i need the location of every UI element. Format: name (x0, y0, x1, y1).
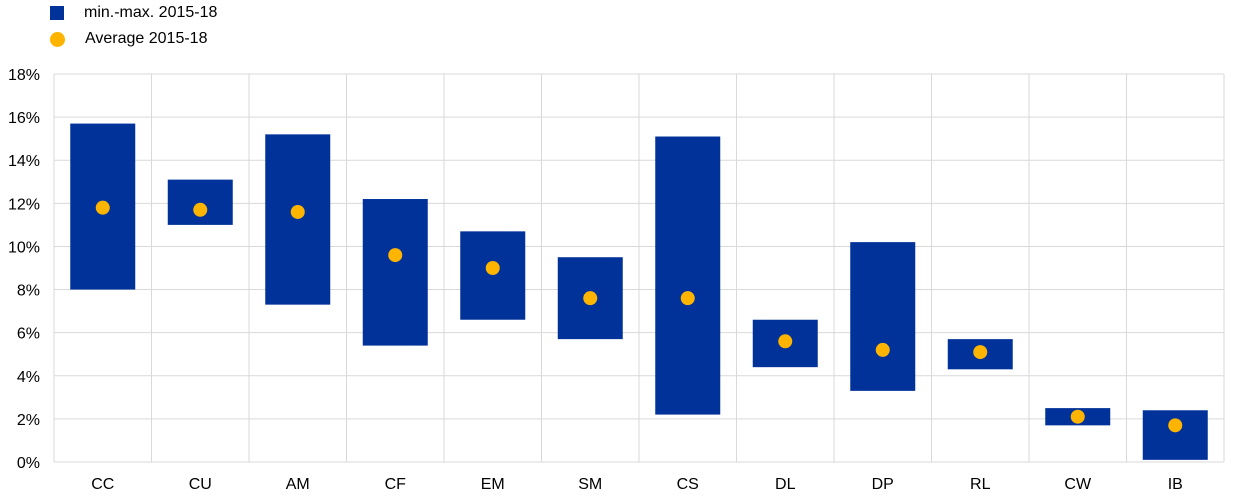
average-point-sm (583, 291, 598, 306)
average-point-dl (778, 334, 793, 349)
average-point-cu (193, 202, 208, 217)
y-tick-label: 8% (17, 283, 40, 300)
range-bar-dp (850, 242, 916, 391)
y-tick-label: 10% (8, 239, 40, 256)
y-tick-label: 18% (8, 67, 40, 84)
range-bar-em (460, 231, 526, 320)
average-point-rl (973, 345, 988, 360)
y-tick-label: 6% (17, 326, 40, 343)
range-bar-cu (167, 179, 233, 225)
x-tick-label: CS (677, 476, 699, 493)
legend-label-average: Average 2015-18 (85, 30, 208, 47)
average-point-am (290, 204, 305, 219)
y-tick-label: 16% (8, 110, 40, 127)
legend: min.-max. 2015-18 Average 2015-18 (50, 0, 217, 52)
x-tick-label: CC (91, 476, 114, 493)
x-tick-label: RL (970, 476, 991, 493)
y-tick-label: 2% (17, 412, 40, 429)
x-tick-label: IB (1168, 476, 1183, 493)
legend-label-range: min.-max. 2015-18 (84, 4, 218, 21)
x-tick-label: SM (578, 476, 602, 493)
x-tick-label: DL (775, 476, 796, 493)
x-tick-label: CU (189, 476, 212, 493)
y-tick-label: 14% (8, 153, 40, 170)
average-point-ib (1168, 418, 1183, 433)
average-point-cw (1070, 409, 1085, 424)
average-point-em (485, 261, 500, 275)
range-bar-am (265, 134, 331, 305)
x-tick-label: DP (872, 476, 894, 493)
y-tick-label: 12% (8, 196, 40, 213)
legend-item-average: Average 2015-18 (50, 26, 217, 52)
range-bar-cf (362, 199, 428, 346)
average-point-cs (680, 291, 695, 306)
y-tick-label: 4% (17, 369, 40, 386)
range-bar-ib (1142, 410, 1208, 460)
x-tick-label: EM (481, 476, 505, 493)
legend-item-range: min.-max. 2015-18 (50, 0, 217, 26)
x-tick-label: CF (385, 476, 407, 493)
y-tick-label: 0% (17, 455, 40, 472)
x-tick-label: AM (286, 476, 310, 493)
average-point-dp (875, 342, 890, 357)
legend-swatch-range (50, 6, 64, 20)
average-point-cc (95, 200, 110, 215)
range-bar-cs (655, 136, 721, 415)
x-tick-label: CW (1064, 476, 1092, 493)
legend-swatch-average (50, 31, 65, 47)
average-point-cf (388, 248, 403, 263)
